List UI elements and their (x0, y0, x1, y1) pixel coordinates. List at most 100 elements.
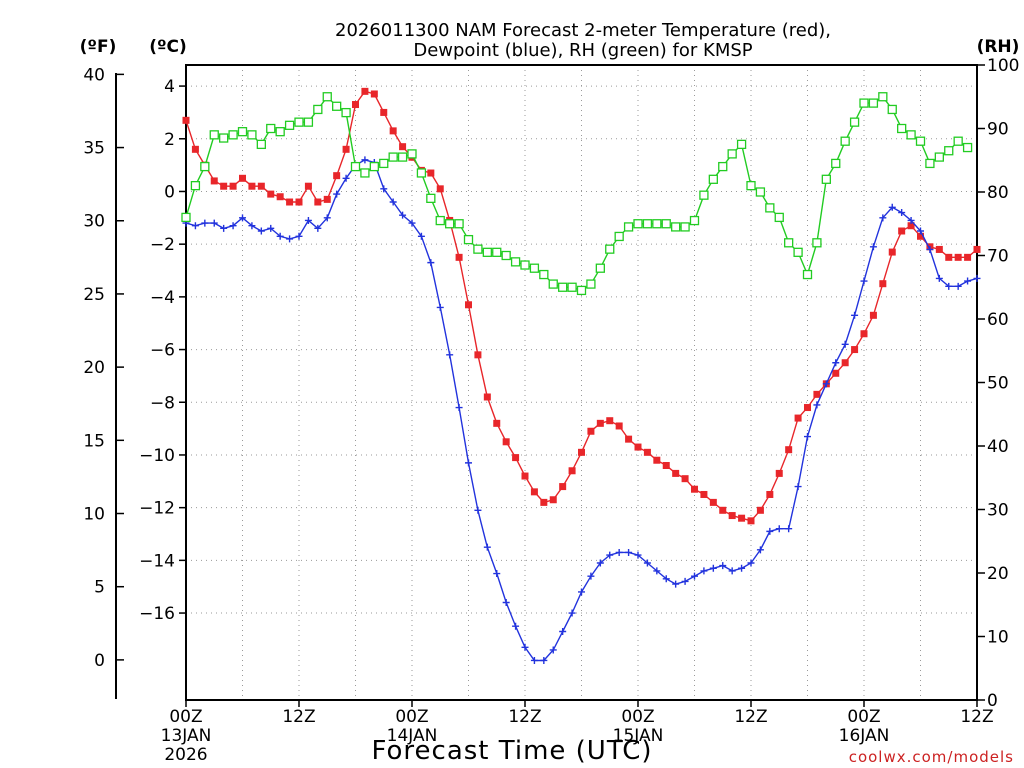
rh-point (661, 219, 671, 229)
rh-point (190, 180, 201, 191)
rh-point (322, 92, 332, 102)
temperature-point (342, 145, 350, 153)
dewpoint-point (220, 224, 228, 232)
dewpoint-point (606, 551, 614, 559)
rh-point (379, 158, 389, 169)
rh-tick-label: 100 (987, 56, 1019, 76)
dewpoint-point (888, 203, 896, 211)
dewpoint-point (465, 459, 472, 467)
dewpoint-point (785, 525, 793, 533)
rh-point (802, 269, 813, 280)
dewpoint-point (276, 232, 284, 240)
date-tick-label: 15JAN (613, 726, 664, 746)
rh-point (228, 130, 238, 140)
temperature-point (323, 195, 331, 203)
time-tick-label: 12Z (960, 707, 993, 727)
rh-point (878, 92, 888, 102)
dewpoint-point (700, 567, 708, 575)
temperature-point (964, 253, 972, 261)
rh-point (397, 152, 408, 162)
rh-point (953, 136, 963, 146)
dewpoint-point (662, 575, 670, 583)
rh-point (454, 219, 464, 229)
dewpoint-point (775, 525, 783, 533)
source-credit: coolwx.com/models (849, 748, 1014, 766)
date-tick-label: 14JAN (387, 726, 438, 746)
dewpoint-point (672, 580, 680, 588)
rh-point (501, 250, 511, 261)
dewpoint-point (210, 219, 218, 227)
dewpoint-point (794, 483, 802, 491)
rh-point (944, 146, 954, 156)
rh-series (181, 92, 973, 296)
celsius-tick-label: −10 (139, 446, 175, 466)
dewpoint-point (879, 214, 887, 222)
rh-point (718, 161, 728, 172)
temperature-point (954, 253, 962, 261)
temperature-point (295, 198, 303, 206)
temperature-point (747, 517, 755, 525)
temperature-point (512, 454, 520, 462)
temperature-point (559, 483, 567, 491)
temperature-point (700, 490, 708, 498)
dewpoint-point (530, 656, 538, 664)
dewpoint-point (389, 198, 397, 206)
time-tick-label: 00Z (621, 707, 654, 727)
dewpoint-point (945, 282, 953, 290)
temperature-point (672, 469, 680, 477)
dewpoint-point (860, 277, 868, 285)
celsius-tick-label: −14 (139, 551, 175, 571)
time-tick-label: 00Z (169, 707, 202, 727)
temperature-point (606, 417, 614, 425)
time-tick-label: 12Z (734, 707, 767, 727)
rh-tick-label: 30 (987, 501, 1009, 521)
rh-tick-label: 50 (987, 374, 1009, 394)
rh-point (784, 238, 794, 248)
fahrenheit-tick-label: 10 (83, 505, 105, 525)
dewpoint-point (766, 527, 774, 535)
celsius-axis-ticks: 4 2 0 −2 −4 −6 −8 −10 −12 −14 −16 (139, 77, 186, 624)
rh-point (407, 149, 417, 159)
temperature-point (502, 438, 510, 446)
rh-point (492, 247, 502, 257)
rh-point (294, 117, 304, 127)
rh-point (482, 247, 492, 257)
temperature-point (267, 190, 275, 198)
dewpoint-point (323, 214, 331, 222)
fahrenheit-tick-label: 25 (83, 285, 105, 305)
rh-point (962, 142, 973, 153)
temperature-point (917, 232, 924, 240)
year-tick-label: 2026 (164, 745, 207, 765)
rh-point (313, 104, 323, 115)
temperature-point (361, 87, 369, 95)
rh-point (840, 136, 850, 146)
rh-point (708, 174, 718, 184)
celsius-tick-label: −4 (150, 288, 175, 308)
time-tick-label: 12Z (508, 707, 541, 727)
temperature-point (540, 498, 548, 506)
temperature-point (578, 448, 585, 456)
dewpoint-point (549, 646, 557, 654)
rh-point (539, 269, 549, 280)
dewpoint-point (304, 216, 312, 224)
rh-point (416, 168, 427, 178)
dewpoint-point (681, 577, 689, 585)
rh-point (473, 244, 483, 254)
temperature-point (304, 182, 312, 190)
rh-point (510, 257, 521, 267)
rh-point (915, 136, 926, 146)
temperature-point (427, 169, 435, 177)
dewpoint-point (342, 174, 350, 182)
axes (115, 64, 978, 701)
temperature-point (399, 143, 407, 151)
rh-point (350, 161, 361, 172)
rh-point (303, 117, 314, 127)
temperature-point (766, 490, 774, 498)
rh-point (332, 101, 342, 111)
temperature-point (719, 506, 727, 514)
dewpoint-point (898, 209, 906, 217)
dewpoint-point (907, 216, 915, 224)
dewpoint-point (917, 227, 924, 235)
temperature-point (775, 469, 783, 477)
temperature-point (370, 90, 378, 98)
